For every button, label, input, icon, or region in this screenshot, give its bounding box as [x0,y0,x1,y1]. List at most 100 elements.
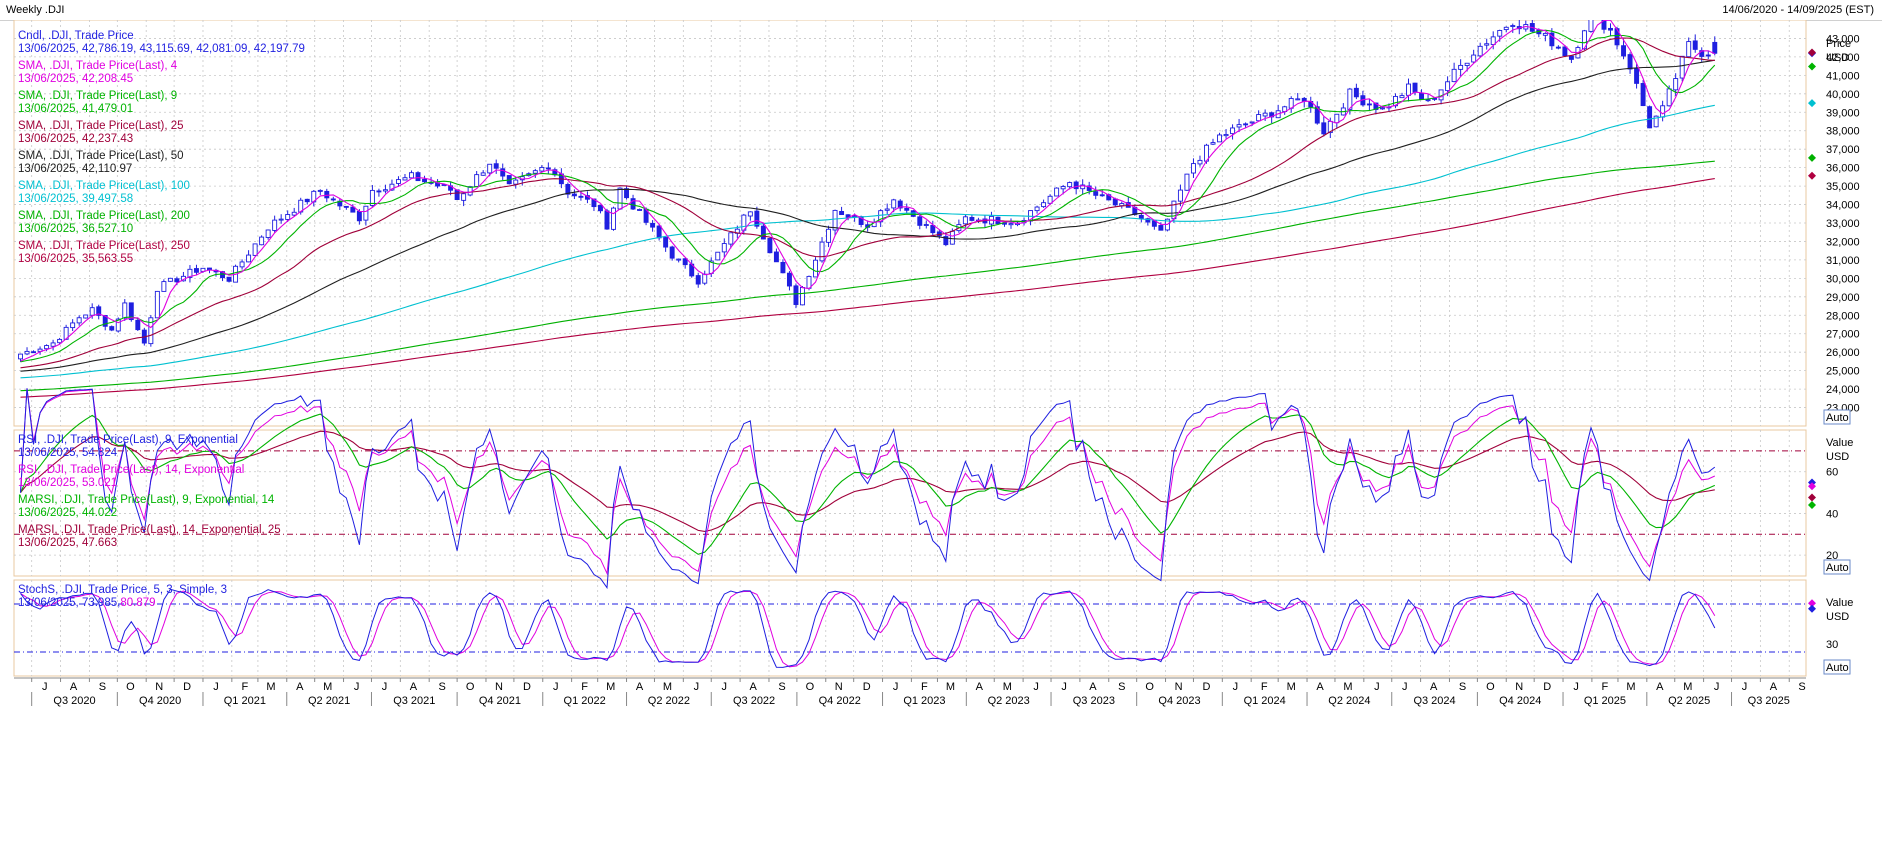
candle-body [760,225,766,240]
price-tick-label: 34,000 [1826,200,1860,212]
candle-body [1647,106,1653,129]
candle-body [656,225,662,239]
x-quarter-label: Q4 2023 [1158,695,1200,707]
x-month-label: F [1602,681,1609,693]
candle-body [1034,206,1040,212]
x-month-label: M [1683,681,1692,693]
legend-rsi-name: MARSI, .DJI, Trade Price(Last), 14, Expo… [18,524,281,536]
x-quarter-label: Q2 2021 [308,695,350,707]
x-month-label: J [1033,681,1039,693]
x-quarter-label: Q1 2024 [1244,695,1286,707]
x-month-label: S [1798,681,1805,693]
legend-price-value: 13/06/2025, 42,786.19, 43,115.69, 42,081… [18,43,305,55]
price-value-marker [1808,153,1816,162]
candle-body [1321,122,1327,135]
candle-body [1223,134,1229,137]
candle-body [252,243,258,256]
candle-body [395,179,401,184]
auto-scale-button[interactable] [1823,409,1851,425]
candle-body [44,345,50,350]
x-quarter-label: Q4 2020 [139,695,181,707]
rsi-9-line [20,388,1716,590]
candle-body [747,211,753,217]
auto-scale-button[interactable] [1823,559,1851,575]
x-month-label: A [70,681,78,693]
candle-body [1008,223,1014,226]
candle-body [1686,41,1692,58]
x-month-label: N [1175,681,1183,693]
rsi-tick-label: 60 [1826,467,1838,479]
candle-body [259,236,265,246]
x-month-label: J [694,681,700,693]
candle-body [500,168,506,177]
candle-body [1184,173,1190,191]
x-month-label: S [1118,681,1125,693]
candle-body [845,214,851,218]
candle-body [702,273,708,284]
candle-body [96,306,102,316]
x-quarter-label: Q1 2022 [564,695,606,707]
candle-body [57,338,63,344]
x-month-label: D [863,681,871,693]
candle-body [878,210,884,223]
rsi-value-marker [1808,501,1816,510]
x-month-label: J [42,681,48,693]
x-month-label: N [1515,681,1523,693]
x-month-label: D [183,681,191,693]
candle-body [369,189,375,206]
auto-scale-label: Auto [1826,412,1849,424]
auto-scale-button[interactable] [1823,659,1851,675]
x-month-label: O [1486,681,1495,693]
candle-body [239,261,245,268]
candle-body [650,222,656,228]
legend-rsi-value: 13/06/2025, 54.824 [18,447,118,459]
candle-body [474,174,480,187]
x-month-label: J [722,681,728,693]
chart-canvas[interactable]: 23,00024,00025,00026,00027,00028,00029,0… [0,20,1882,858]
candle-body [819,241,825,262]
x-month-label: M [323,681,332,693]
price-value-marker [1808,99,1816,108]
candle-body [1673,78,1679,91]
candle-body [1301,97,1307,102]
x-month-label: A [1316,681,1324,693]
candle-body [1054,187,1060,197]
x-month-label: J [1573,681,1579,693]
legend-stoch-value-d: 80.879 [120,597,155,609]
rsi-tick-label: 20 [1826,550,1838,562]
legend-price-name: SMA, .DJI, Trade Price(Last), 50 [18,150,184,162]
price-tick-label: 40,000 [1826,89,1860,101]
candle-body [1458,64,1464,70]
candle-body [1067,182,1073,188]
candle-body [969,216,975,221]
x-month-label: M [1343,681,1352,693]
candle-body [897,200,903,209]
candle-body [1555,46,1561,49]
x-month-label: F [1261,681,1268,693]
x-month-label: D [1203,681,1211,693]
candle-body [1412,82,1418,93]
candle-body [272,219,278,231]
candle-body [1653,115,1659,128]
candle-body [1451,68,1457,83]
x-month-label: N [835,681,843,693]
candle-body [1464,62,1470,66]
candle-body [50,342,56,347]
legend-rsi-name: RSI, .DJI, Trade Price(Last), 14, Expone… [18,464,244,476]
candle-body [1334,113,1340,124]
x-month-label: N [495,681,503,693]
stoch-axis-unit: USD [1826,611,1849,623]
candle-body [532,170,538,174]
chart-title: Weekly .DJI [6,4,65,16]
price-tick-label: 29,000 [1826,292,1860,304]
rsi-axis-title: Value [1826,437,1853,449]
candle-body [1406,83,1411,96]
price-axis-title: Price [1826,38,1851,50]
candle-body [1542,32,1548,36]
price-tick-label: 33,000 [1826,218,1860,230]
candle-body [1347,88,1353,110]
x-month-label: D [1543,681,1551,693]
candle-body [1634,68,1640,84]
sma-25-line [20,37,1715,369]
candle-body [1158,225,1164,231]
